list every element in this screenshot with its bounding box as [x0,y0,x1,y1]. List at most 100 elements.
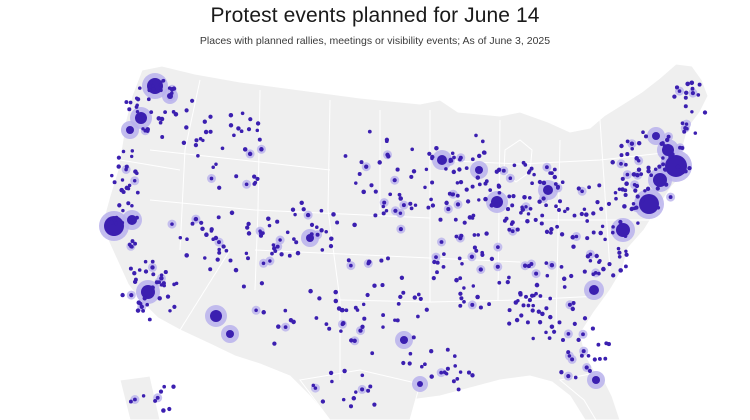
event-dot[interactable] [474,248,479,253]
event-dot[interactable] [458,276,463,281]
event-dot[interactable] [130,215,136,220]
event-dot[interactable] [488,188,493,192]
event-dot[interactable] [341,397,346,402]
event-dot[interactable] [395,167,400,172]
event-dot[interactable] [150,285,155,290]
event-dot[interactable] [566,332,571,336]
event-dot[interactable] [398,196,403,201]
event-dot[interactable] [677,89,682,93]
event-dot[interactable] [293,212,297,217]
event-dot[interactable] [582,316,588,321]
event-dot[interactable] [344,308,349,313]
event-dot[interactable] [199,220,204,225]
event-dot[interactable] [475,175,481,180]
event-dot[interactable] [339,307,344,313]
event-dot[interactable] [548,171,552,175]
event-dot[interactable] [475,294,480,300]
event-dot[interactable] [549,324,555,329]
event-dot[interactable] [478,267,483,272]
event-dot[interactable] [625,152,630,157]
event-dot[interactable] [283,325,288,329]
event-dot[interactable] [587,368,592,373]
event-dot[interactable] [672,94,677,99]
event-dot[interactable] [308,288,313,294]
event-dot[interactable] [524,205,528,209]
event-dot[interactable] [684,122,689,126]
event-dot[interactable] [129,293,134,298]
event-dot[interactable] [320,248,325,252]
event-dot[interactable] [471,213,476,218]
event-dot[interactable] [114,215,119,221]
event-dot[interactable] [445,366,450,371]
event-dot[interactable] [446,207,451,212]
event-dot[interactable] [617,254,622,259]
event-dot[interactable] [330,379,334,384]
event-dot[interactable] [285,230,290,235]
event-dot[interactable] [393,208,398,213]
event-dot[interactable] [451,169,457,175]
event-dot[interactable] [553,182,558,186]
event-cluster-dot[interactable] [639,194,659,214]
event-dot[interactable] [439,370,444,375]
event-dot[interactable] [255,121,261,126]
event-dot[interactable] [116,164,121,169]
event-dot[interactable] [158,83,163,87]
event-dot[interactable] [339,329,343,333]
event-dot[interactable] [151,272,156,277]
event-dot[interactable] [290,207,296,212]
event-dot[interactable] [315,232,320,237]
event-dot[interactable] [571,244,576,249]
event-dot[interactable] [224,248,229,253]
event-dot[interactable] [132,397,137,402]
event-dot[interactable] [567,302,572,307]
event-dot[interactable] [299,200,304,206]
event-dot[interactable] [682,129,687,134]
event-dot[interactable] [539,221,544,226]
event-dot[interactable] [401,203,406,208]
event-dot[interactable] [124,185,130,191]
event-dot[interactable] [208,114,213,119]
event-dot[interactable] [526,170,531,175]
event-dot[interactable] [141,309,146,313]
event-dot[interactable] [294,240,299,245]
event-dot[interactable] [526,303,531,308]
event-dot[interactable] [455,181,460,185]
event-dot[interactable] [458,157,462,162]
event-dot[interactable] [408,351,413,356]
event-dot[interactable] [261,261,266,266]
event-dot[interactable] [372,402,377,407]
event-dot[interactable] [434,255,438,259]
event-dot[interactable] [591,211,596,216]
event-dot[interactable] [295,250,301,256]
event-dot[interactable] [458,179,464,185]
event-dot[interactable] [141,127,145,131]
event-dot[interactable] [373,189,378,194]
event-dot[interactable] [572,321,577,326]
event-dot[interactable] [435,270,439,275]
event-dot[interactable] [386,256,390,261]
event-dot[interactable] [203,129,209,135]
event-dot[interactable] [606,201,612,206]
event-dot[interactable] [451,379,456,384]
event-dot[interactable] [630,147,634,151]
event-dot[interactable] [452,155,456,160]
event-dot[interactable] [392,178,397,183]
event-dot[interactable] [209,176,214,181]
event-dot[interactable] [625,172,630,177]
event-dot[interactable] [398,211,403,215]
event-dot[interactable] [411,169,417,174]
event-dot[interactable] [324,229,328,234]
event-dot[interactable] [574,234,579,239]
event-dot[interactable] [455,193,460,198]
event-dot[interactable] [525,320,530,325]
event-dot[interactable] [137,268,142,272]
event-dot[interactable] [643,134,649,139]
event-dot[interactable] [261,310,266,315]
event-dot[interactable] [559,265,564,269]
event-dot[interactable] [171,384,176,389]
event-dot[interactable] [132,179,137,183]
event-dot[interactable] [549,227,554,232]
event-dot[interactable] [352,338,357,343]
event-dot[interactable] [134,171,139,176]
event-dot[interactable] [555,224,560,229]
